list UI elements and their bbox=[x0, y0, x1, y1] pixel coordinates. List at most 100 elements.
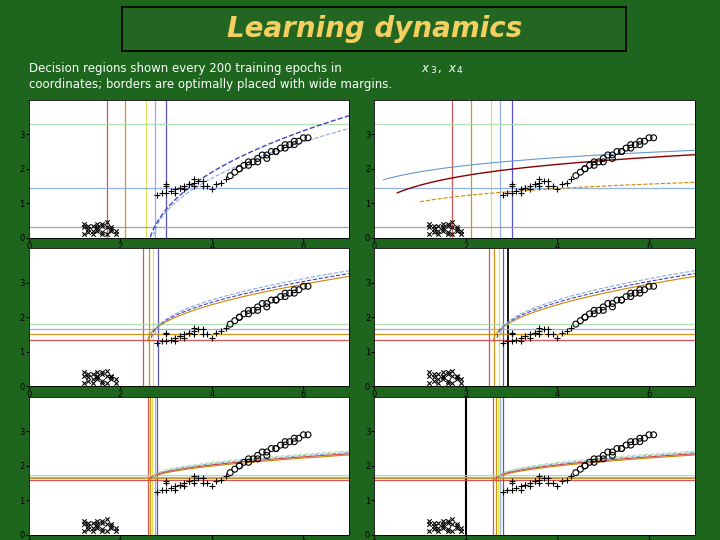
Point bbox=[197, 325, 209, 334]
Point bbox=[279, 441, 291, 449]
Point bbox=[543, 478, 554, 487]
Point bbox=[428, 228, 440, 237]
Point bbox=[302, 430, 314, 439]
Point bbox=[557, 328, 568, 337]
Point bbox=[188, 323, 199, 332]
Point bbox=[289, 437, 300, 446]
Point bbox=[547, 181, 559, 190]
Point bbox=[270, 147, 282, 156]
Point bbox=[211, 328, 222, 337]
Point bbox=[520, 332, 531, 341]
Point bbox=[621, 144, 632, 152]
Point bbox=[248, 455, 259, 463]
Point bbox=[547, 478, 559, 487]
Point bbox=[506, 188, 518, 197]
Point bbox=[105, 522, 117, 530]
Point bbox=[520, 481, 531, 489]
Point bbox=[96, 525, 108, 534]
Point bbox=[83, 376, 94, 385]
Point bbox=[256, 299, 268, 308]
Point bbox=[105, 520, 117, 529]
Point bbox=[520, 184, 531, 192]
Point bbox=[442, 379, 454, 387]
Point bbox=[456, 230, 467, 239]
Point bbox=[188, 178, 199, 187]
Point bbox=[105, 372, 117, 380]
Point bbox=[428, 373, 440, 382]
Point bbox=[192, 325, 204, 334]
Point bbox=[275, 441, 287, 449]
Point bbox=[188, 330, 199, 339]
Point bbox=[105, 373, 117, 382]
Point bbox=[534, 178, 545, 187]
Point bbox=[96, 527, 108, 536]
Point bbox=[78, 516, 89, 525]
Point bbox=[588, 455, 600, 463]
Point bbox=[433, 370, 444, 379]
Point bbox=[428, 376, 440, 385]
Point bbox=[91, 523, 103, 532]
Point bbox=[220, 472, 231, 481]
Text: Learning dynamics: Learning dynamics bbox=[227, 15, 522, 43]
Point bbox=[270, 296, 282, 305]
Point bbox=[188, 475, 199, 484]
Point bbox=[538, 325, 549, 334]
Point bbox=[256, 151, 268, 159]
Point bbox=[593, 158, 605, 166]
Point bbox=[497, 190, 508, 199]
Point bbox=[96, 516, 108, 525]
Point bbox=[96, 518, 108, 527]
Point bbox=[428, 522, 440, 530]
Point bbox=[261, 299, 273, 308]
Point bbox=[279, 140, 291, 149]
Point bbox=[451, 372, 462, 380]
Point bbox=[256, 448, 268, 456]
Point bbox=[515, 485, 526, 494]
Point bbox=[233, 461, 245, 470]
Point bbox=[233, 164, 245, 173]
Point bbox=[598, 158, 609, 166]
Point bbox=[598, 302, 609, 311]
Point bbox=[101, 366, 112, 375]
Point bbox=[211, 180, 222, 188]
Point bbox=[105, 523, 117, 532]
Point bbox=[183, 180, 194, 188]
Point bbox=[611, 296, 623, 305]
Point bbox=[634, 437, 646, 446]
Point bbox=[243, 458, 254, 467]
Point bbox=[183, 477, 194, 485]
Point bbox=[433, 527, 444, 536]
Point bbox=[183, 180, 194, 188]
Point bbox=[437, 372, 449, 380]
Point bbox=[543, 177, 554, 185]
Point bbox=[497, 487, 508, 496]
Point bbox=[524, 181, 536, 190]
Point bbox=[446, 223, 458, 232]
Point bbox=[534, 472, 545, 481]
Point bbox=[579, 461, 590, 470]
Point bbox=[543, 330, 554, 339]
Point bbox=[437, 223, 449, 232]
Point bbox=[252, 451, 264, 460]
Point bbox=[87, 379, 99, 387]
Point bbox=[442, 230, 454, 239]
Point bbox=[105, 375, 117, 383]
Point bbox=[302, 133, 314, 142]
Point bbox=[156, 485, 167, 494]
Point bbox=[83, 373, 94, 382]
Point bbox=[621, 292, 632, 301]
Point bbox=[442, 516, 454, 525]
Point bbox=[561, 178, 572, 187]
Point bbox=[78, 219, 89, 228]
Point bbox=[437, 522, 449, 530]
Point bbox=[248, 158, 259, 166]
Point bbox=[206, 482, 217, 491]
Point bbox=[616, 296, 627, 305]
Point bbox=[169, 185, 181, 194]
Point bbox=[202, 181, 213, 190]
Point bbox=[192, 177, 204, 185]
Point bbox=[174, 481, 186, 489]
Point bbox=[570, 320, 582, 328]
Point bbox=[261, 302, 273, 311]
Point bbox=[197, 330, 209, 339]
